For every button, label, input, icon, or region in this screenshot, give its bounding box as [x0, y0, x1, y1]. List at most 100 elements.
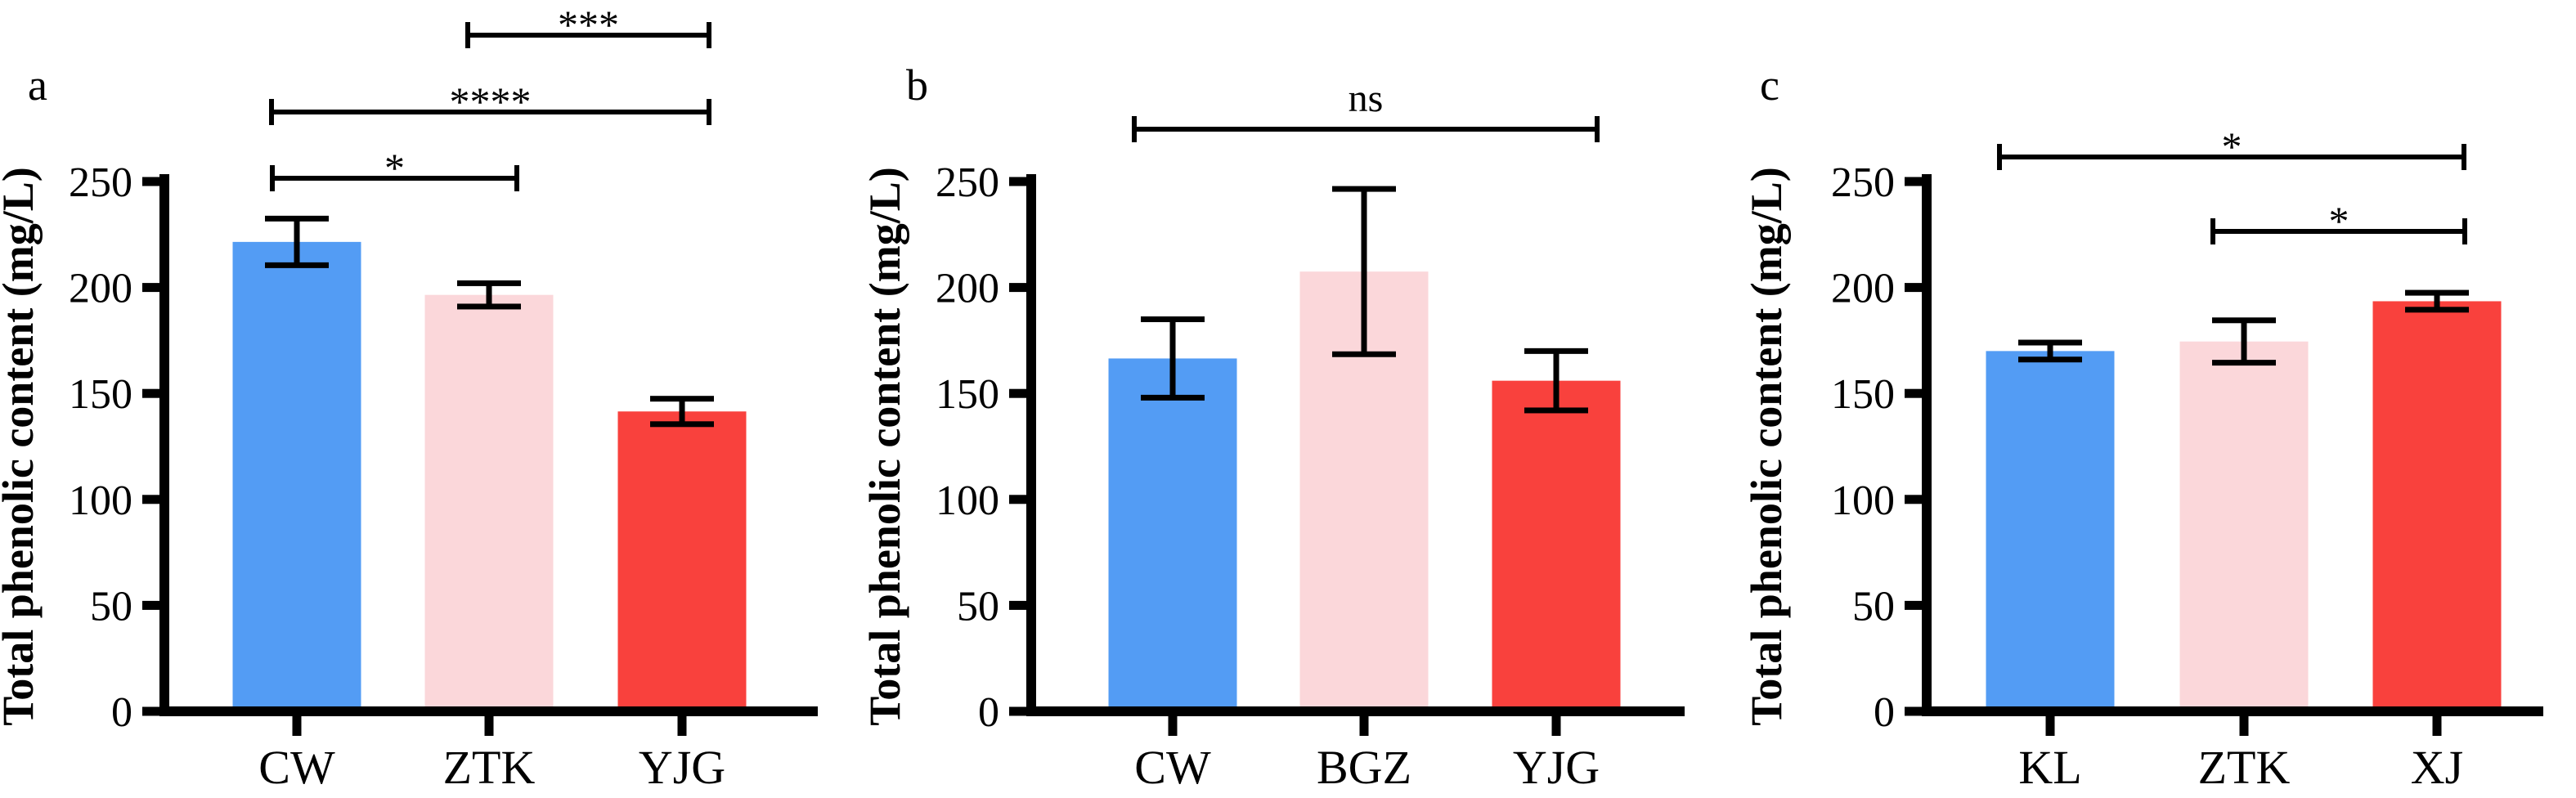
bar-CW: [1108, 358, 1237, 711]
error-bar-KL: [2018, 339, 2082, 363]
y-tick: [1905, 177, 1922, 186]
bar-ZTK: [424, 294, 554, 711]
y-tick: [142, 706, 159, 716]
chart-panel-b: b Total phenolic content (mg/L) 0 50 100 150 2…: [859, 0, 1717, 798]
x-category-label-CW: CW: [1134, 741, 1211, 794]
x-axis-line: [1026, 706, 1685, 716]
sig-bracket-CW-YJG: [269, 99, 711, 125]
panel-a: a Total phenolic content (mg/L) 0 50 100 150 2…: [0, 0, 859, 798]
sig-label: *: [2222, 123, 2242, 169]
panel-letter: b: [906, 61, 928, 110]
error-bar-ZTK: [457, 280, 521, 310]
x-tick: [484, 716, 494, 736]
x-tick: [1551, 716, 1561, 736]
x-category-label-BGZ: BGZ: [1317, 741, 1411, 794]
sig-label: ****: [450, 78, 532, 124]
y-tick: [1009, 283, 1026, 293]
x-tick: [292, 716, 302, 736]
y-tick: [1009, 706, 1026, 716]
x-tick: [677, 716, 687, 736]
x-tick: [2432, 716, 2442, 736]
chart-panel-a: a Total phenolic content (mg/L) 0 50 100 150 2…: [0, 0, 859, 798]
error-bar-ZTK: [2212, 317, 2276, 366]
error-bar-XJ: [2405, 289, 2469, 313]
panel-c: c Total phenolic content (mg/L) 0 50 100 150 2…: [1717, 0, 2576, 798]
sig-label: ns: [1349, 77, 1384, 120]
y-tick-label: 150: [1831, 371, 1895, 418]
bar-XJ: [2372, 301, 2502, 711]
y-tick-label: 250: [69, 159, 132, 206]
x-tick: [1168, 716, 1178, 736]
x-category-label-YJG: YJG: [1513, 741, 1600, 794]
x-category-label-CW: CW: [258, 741, 335, 794]
bar-CW: [232, 241, 361, 711]
y-tick: [1905, 600, 1922, 610]
y-tick: [1009, 495, 1026, 504]
y-tick-label: 100: [936, 477, 999, 524]
y-tick-label: 100: [69, 477, 132, 524]
y-tick: [1009, 177, 1026, 186]
sig-label: *: [384, 145, 405, 191]
y-tick: [142, 283, 159, 293]
y-tick-label: 200: [69, 266, 132, 312]
bar-KL: [1986, 351, 2115, 711]
y-tick: [1905, 495, 1922, 504]
sig-label: ***: [558, 2, 619, 47]
sig-bracket-CW-YJG: [1132, 116, 1600, 142]
x-tick: [1359, 716, 1369, 736]
y-tick-label: 0: [1874, 689, 1895, 736]
sig-bracket-KL-XJ: [1997, 144, 2466, 170]
y-tick-label: 50: [90, 583, 132, 630]
error-bar-YJG: [650, 396, 714, 428]
chart-panel-c: c Total phenolic content (mg/L) 0 50 100 150 2…: [1717, 0, 2576, 798]
panel-letter: a: [28, 61, 47, 110]
bar-YJG: [1492, 380, 1621, 711]
y-tick-label: 200: [1831, 266, 1895, 312]
x-category-label-ZTK: ZTK: [2198, 741, 2291, 794]
y-tick: [142, 388, 159, 398]
y-tick: [142, 495, 159, 504]
y-tick-label: 150: [69, 371, 132, 418]
y-axis-line: [1922, 174, 1932, 716]
y-tick: [1905, 283, 1922, 293]
y-tick: [1009, 600, 1026, 610]
y-axis-label: Total phenolic content (mg/L): [1742, 167, 1791, 726]
x-tick: [2239, 716, 2249, 736]
y-tick-label: 250: [936, 159, 999, 206]
error-bar-YJG: [1524, 347, 1588, 414]
y-axis-line: [159, 174, 169, 716]
panel-b: b Total phenolic content (mg/L) 0 50 100 150 2…: [859, 0, 1717, 798]
x-category-label-KL: KL: [2018, 741, 2081, 794]
y-axis-line: [1026, 174, 1036, 716]
bar-ZTK: [2179, 341, 2309, 711]
y-tick: [1905, 706, 1922, 716]
y-tick: [1905, 388, 1922, 398]
y-axis-label: Total phenolic content (mg/L): [860, 167, 909, 726]
x-category-label-YJG: YJG: [639, 741, 725, 794]
y-tick-label: 200: [936, 266, 999, 312]
y-tick-label: 0: [978, 689, 999, 736]
x-category-label-XJ: XJ: [2411, 741, 2463, 794]
x-axis-line: [159, 706, 818, 716]
sig-bracket-ZTK-YJG: [465, 22, 711, 48]
y-tick: [1009, 388, 1026, 398]
x-tick: [2045, 716, 2055, 736]
y-axis-label: Total phenolic content (mg/L): [0, 167, 43, 726]
error-bar-CW: [265, 215, 329, 268]
y-tick-label: 0: [111, 689, 132, 736]
y-tick-label: 150: [936, 371, 999, 418]
y-tick-label: 50: [957, 583, 999, 630]
bar-YJG: [617, 411, 747, 711]
x-category-label-ZTK: ZTK: [443, 741, 536, 794]
sig-bracket-CW-ZTK: [270, 165, 519, 191]
y-tick: [142, 600, 159, 610]
y-tick-label: 100: [1831, 477, 1895, 524]
error-bar-BGZ: [1332, 186, 1396, 357]
error-bar-CW: [1141, 316, 1205, 401]
y-tick: [142, 177, 159, 186]
sig-bracket-ZTK-XJ: [2210, 218, 2467, 244]
sig-label: *: [2329, 198, 2349, 244]
y-tick-label: 250: [1831, 159, 1895, 206]
panel-letter: c: [1760, 61, 1779, 110]
